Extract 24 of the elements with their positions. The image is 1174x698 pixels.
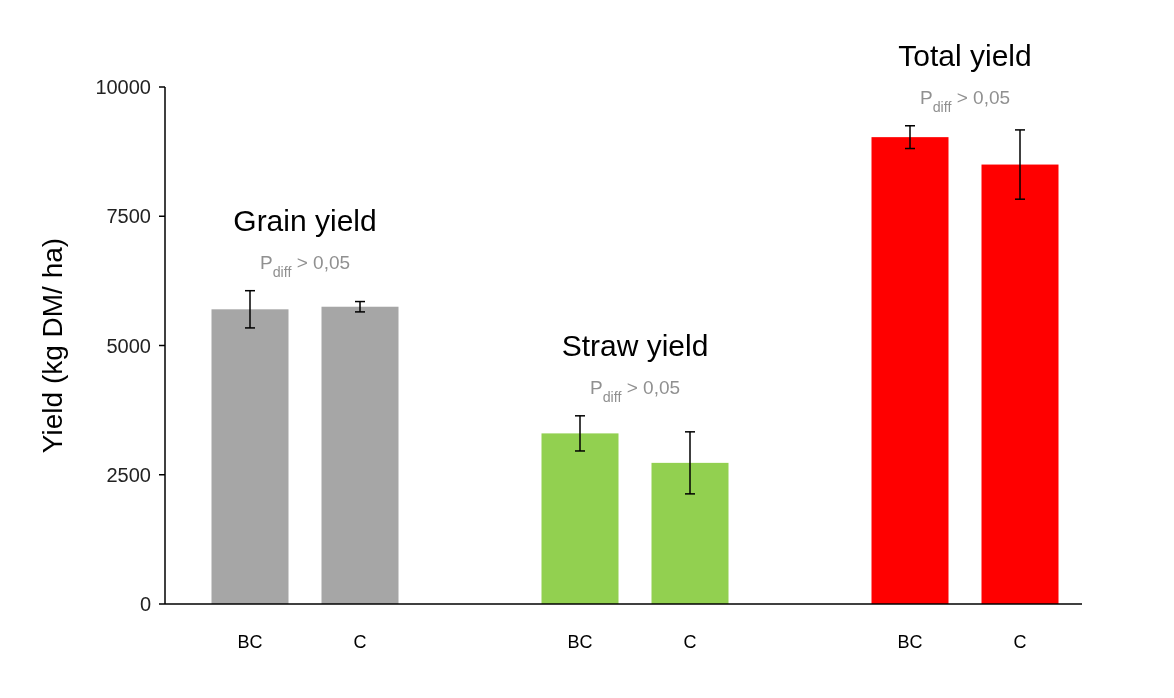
y-tick-label: 0: [139, 593, 151, 615]
x-tick-label: BC: [567, 632, 593, 652]
text: Total yield: [898, 38, 1032, 72]
x-tick-label: C: [1013, 632, 1027, 652]
bar: [651, 462, 729, 604]
x-tick-label: C: [683, 632, 697, 652]
x-tick-label: BC: [897, 632, 923, 652]
annotation: Straw yield: [561, 328, 709, 362]
y-tick-label: 2500: [106, 463, 151, 486]
annotation: Grain yield: [233, 203, 377, 237]
bar: [211, 309, 289, 604]
annotation: P$_{diff}$ > 0,05: [919, 86, 1011, 115]
bar: [321, 306, 399, 604]
bar: [871, 137, 949, 604]
y-tick-label: 10000: [95, 76, 151, 98]
x-tick-label: BC: [237, 632, 263, 652]
bar: [541, 433, 619, 604]
annotation: P$_{diff}$ > 0,05: [259, 251, 351, 280]
y-tick-label: 7500: [106, 205, 151, 228]
x-tick-label: C: [353, 632, 367, 652]
y-axis-title: Yield (kg DM/ ha): [37, 237, 68, 454]
annotation: P$_{diff}$ > 0,05: [589, 376, 681, 405]
bar: [981, 164, 1059, 604]
y-tick-label: 5000: [106, 334, 151, 357]
